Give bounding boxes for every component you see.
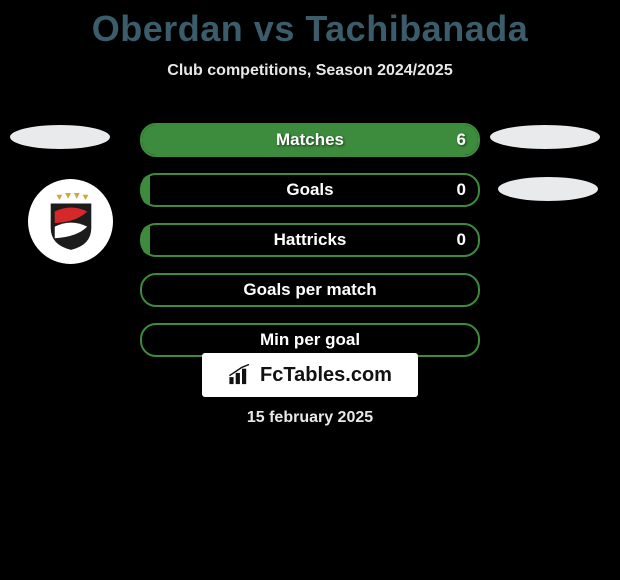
bar-chart-icon (228, 364, 256, 386)
stat-bar-hattricks: Hattricks 0 (140, 223, 480, 257)
brand-card[interactable]: FcTables.com (202, 353, 418, 397)
pohang-steelers-logo-icon (42, 193, 100, 251)
stat-bar-label: Goals (286, 180, 333, 200)
comparison-card: Oberdan vs Tachibanada Club competitions… (0, 0, 620, 580)
left-team-badge (28, 179, 113, 264)
brand-text: FcTables.com (260, 364, 392, 387)
stat-bar-matches: Matches 6 (140, 123, 480, 157)
stat-bar-label: Min per goal (260, 330, 360, 350)
right-placeholder-oval-2 (498, 177, 598, 201)
date-line: 15 february 2025 (0, 409, 620, 427)
stat-bar-fill (142, 225, 150, 255)
stat-bar-label: Hattricks (274, 230, 347, 250)
page-title: Oberdan vs Tachibanada (0, 8, 620, 50)
stat-bar-goals-per-match: Goals per match (140, 273, 480, 307)
stat-bar-value: 0 (457, 180, 466, 200)
stat-bar-value: 6 (457, 130, 466, 150)
stat-bars: Matches 6 Goals 0 Hattricks 0 Goals per … (140, 123, 480, 373)
stat-bar-value: 0 (457, 230, 466, 250)
stat-bar-label: Goals per match (243, 280, 376, 300)
brand-inner: FcTables.com (228, 364, 392, 387)
left-placeholder-oval (10, 125, 110, 149)
stat-bar-label: Matches (276, 130, 344, 150)
right-placeholder-oval-1 (490, 125, 600, 149)
stat-bar-goals: Goals 0 (140, 173, 480, 207)
stat-bar-min-per-goal: Min per goal (140, 323, 480, 357)
page-subtitle: Club competitions, Season 2024/2025 (0, 62, 620, 80)
stat-bar-fill (142, 175, 150, 205)
